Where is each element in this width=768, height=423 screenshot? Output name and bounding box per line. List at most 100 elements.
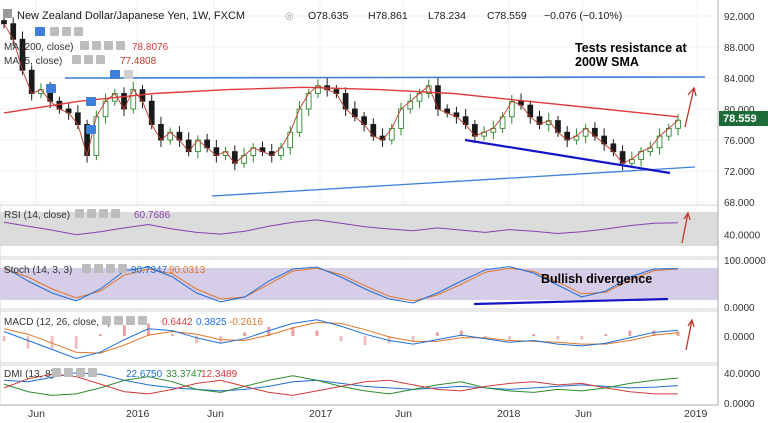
macd-histogram-bar — [435, 332, 439, 336]
macd-histogram-bar — [387, 336, 391, 344]
ohlc-low: L78.234 — [428, 10, 466, 22]
symbol-menu-icon[interactable] — [3, 9, 12, 18]
price-up-arrow — [684, 86, 697, 128]
ma200-value: 78.8076 — [132, 42, 169, 53]
macd-histogram-bar — [339, 336, 343, 342]
indicator-lines — [2, 23, 680, 396]
resistance-note-line2: 200W SMA — [575, 55, 639, 69]
dmi-toolbar-icons[interactable] — [52, 368, 97, 377]
macd-up-arrow — [685, 318, 695, 351]
ma5-label: MA (5, close) — [4, 56, 62, 67]
macd-toolbar-icons[interactable] — [102, 316, 147, 325]
ohlc-change: −0.076 (−0.10%) — [544, 10, 622, 22]
macd-value-1: 0.6442 — [162, 317, 193, 328]
macd-histogram-bar — [2, 336, 6, 342]
macd-label: MACD (12, 26, close, 9) — [4, 317, 111, 328]
stoch-tick-label: 0.0000 — [724, 303, 755, 314]
dmi-value-3: 12.3489 — [201, 369, 238, 380]
macd-histogram-bar — [483, 336, 487, 338]
macd-histogram-bar — [556, 336, 560, 340]
ohlc-open: O78.635 — [308, 10, 348, 22]
macd-histogram-bar — [74, 336, 78, 349]
dmi-label: DMI (13, 8) — [4, 369, 54, 380]
axis-labels: 92.000 88.000 84.000 80.000 76.000 72.000 68.0… — [724, 12, 766, 410]
rsi-label: RSI (14, close) — [4, 210, 70, 221]
macd-histogram-bar — [363, 336, 367, 345]
time-tick-label: 2016 — [126, 408, 150, 420]
macd-tick-label: 0.0000 — [724, 332, 755, 343]
rsi-line — [3, 219, 679, 236]
time-tick-label: Jun — [575, 408, 592, 420]
rsi-up-arrow — [681, 211, 691, 244]
macd-histogram-bar — [146, 323, 150, 336]
ohlc-high: H78.861 — [368, 10, 408, 22]
dmi-panel — [0, 364, 719, 406]
macd-signal-line — [3, 321, 679, 354]
stoch-tick-label: 100.0000 — [724, 256, 766, 267]
macd-value-3: -0.2616 — [229, 317, 263, 328]
dmi-tick-label: 0.0000 — [724, 399, 755, 410]
dmi-tick-label: 40.0000 — [724, 369, 761, 380]
price-lower-lows-line[interactable] — [464, 138, 671, 175]
ma5-line — [3, 23, 679, 164]
dmi-value-2: 33.3747 — [166, 369, 203, 380]
macd-histogram-bar — [411, 336, 415, 342]
time-tick-label: 2017 — [309, 408, 333, 420]
stoch-higher-lows-line[interactable] — [473, 297, 669, 306]
support-trendline[interactable] — [211, 166, 696, 197]
ma200-toolbar-icons[interactable] — [80, 41, 125, 50]
time-tick-label: Jun — [207, 408, 224, 420]
price-candles — [1, 16, 681, 171]
ohlc-close: C78.559 — [487, 10, 527, 22]
time-tick-label: Jun — [395, 408, 412, 420]
ma200-line — [3, 86, 679, 118]
stoch-band — [0, 268, 718, 300]
current-price-badge-text: 78.559 — [723, 113, 757, 125]
macd-histogram-bar — [98, 334, 102, 336]
indicator-settings-icon[interactable] — [35, 27, 45, 36]
eye-toggle-icon[interactable]: ◎ — [285, 11, 294, 22]
rsi-toolbar-icons[interactable] — [75, 209, 120, 218]
time-axis-labels: Jun 2016 Jun 2017 Jun 2018 Jun 2019 — [28, 408, 708, 420]
time-tick-label: Jun — [28, 408, 45, 420]
macd-histogram-bar — [459, 330, 463, 336]
macd-histogram-bar — [122, 325, 126, 336]
ma5-value: 77.4808 — [120, 56, 157, 67]
symbol-title: New Zealand Dollar/Japanese Yen, 1W, FXC… — [17, 10, 245, 22]
macd-histogram-bar — [315, 330, 319, 336]
stoch-toolbar-icons[interactable] — [82, 264, 127, 273]
price-tick-label: 76.000 — [724, 136, 755, 147]
stoch-d-value: 90.0313 — [169, 265, 206, 276]
time-tick-label: 2019 — [684, 408, 708, 420]
macd-value-2: 0.3825 — [196, 317, 227, 328]
macd-line — [3, 319, 679, 360]
macd-histogram-bar — [243, 332, 247, 336]
candle-body — [675, 119, 681, 129]
rsi-tick-label: 40.0000 — [724, 231, 761, 242]
ma5-toolbar-icons[interactable] — [72, 55, 105, 64]
macd-histogram-bar — [652, 330, 656, 336]
resistance-note-line1: Tests resistance at — [575, 41, 687, 55]
resistance-trendline[interactable] — [64, 76, 706, 79]
hidden-indicator-icons[interactable] — [46, 70, 133, 134]
macd-histogram-bar — [580, 336, 584, 340]
divergence-note: Bullish divergence — [541, 272, 652, 286]
price-tick-label: 68.000 — [724, 198, 755, 209]
stoch-label: Stoch (14, 3, 3) — [4, 265, 72, 276]
stoch-d-line — [3, 267, 679, 302]
ma200-label: MA (200, close) — [4, 42, 73, 53]
time-tick-label: 2018 — [497, 408, 521, 420]
price-tick-label: 92.000 — [724, 12, 755, 23]
dmi-minus-line — [3, 373, 678, 396]
macd-histogram-bar — [508, 336, 511, 340]
macd-histogram-bar — [604, 334, 608, 336]
price-tick-label: 88.000 — [724, 43, 755, 54]
macd-histogram-bar — [628, 330, 632, 336]
indicator-toolbar-icons[interactable] — [50, 27, 83, 36]
macd-histogram-bar — [267, 327, 271, 336]
dmi-value-1: 22.6750 — [126, 369, 163, 380]
macd-histogram-bar — [26, 336, 30, 349]
rsi-value: 60.7686 — [134, 210, 171, 221]
macd-histogram-bar — [195, 336, 199, 344]
